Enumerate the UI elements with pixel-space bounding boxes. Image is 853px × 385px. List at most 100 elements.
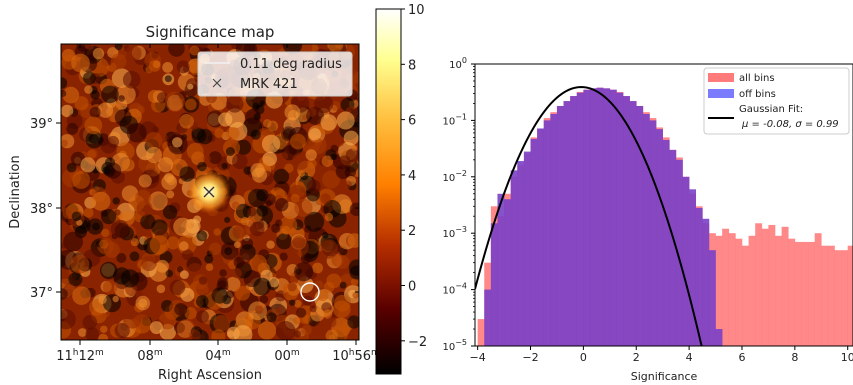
map-title: Significance map xyxy=(146,23,275,41)
histogram-xtick-label: 0 xyxy=(580,351,587,364)
map-noise-blob xyxy=(294,262,314,282)
map-noise-blob xyxy=(291,152,310,170)
map-noise-blob xyxy=(350,278,359,286)
map-noise-blob xyxy=(335,164,351,179)
histogram-ytick-label: 10−1 xyxy=(442,112,467,127)
map-noise-blob xyxy=(231,268,242,279)
map-noise-blob xyxy=(307,107,317,117)
map-noise-blob xyxy=(162,62,174,73)
map-ylabel: Declination xyxy=(8,155,23,229)
map-noise-blob xyxy=(138,174,152,188)
map-noise-blob xyxy=(263,119,272,128)
all-bins-bar xyxy=(768,224,776,346)
map-noise-blob xyxy=(140,310,151,321)
off-bins-bar xyxy=(563,101,571,346)
off-bins-bars xyxy=(484,87,723,346)
map-noise-blob xyxy=(157,157,174,173)
map-noise-blob xyxy=(314,321,329,336)
map-noise-blob xyxy=(61,309,76,330)
off-bins-bar xyxy=(689,189,697,346)
map-noise-blob xyxy=(145,146,162,164)
map-noise-blob xyxy=(288,110,299,121)
map-noise-blob xyxy=(161,174,178,191)
map-noise-blob xyxy=(85,131,103,149)
map-noise-blob xyxy=(198,276,208,285)
all-bins-bar xyxy=(722,228,730,346)
map-noise-blob xyxy=(176,60,190,74)
map-noise-blob xyxy=(107,135,119,148)
map-noise-blob xyxy=(189,329,201,340)
map-noise-blob xyxy=(345,148,359,162)
colorbar-tick-label: 4 xyxy=(408,169,416,184)
colorbar: −2 0 2 4 6 8 10 xyxy=(375,3,427,375)
map-noise-blob xyxy=(114,323,130,339)
off-bins-bar xyxy=(589,88,597,346)
map-noise-blob xyxy=(141,255,157,272)
map-noise-blob xyxy=(71,53,90,73)
map-noise-blob xyxy=(72,286,91,306)
all-bins-bar xyxy=(761,228,769,346)
map-noise-blob xyxy=(250,129,261,140)
map-noise-blob xyxy=(158,312,177,330)
map-noise-blob xyxy=(224,247,233,256)
all-bins-bar xyxy=(834,250,842,346)
map-noise-blob xyxy=(264,193,276,206)
all-bins-bar xyxy=(715,235,723,346)
map-noise-blob xyxy=(203,154,212,163)
map-noise-blob xyxy=(308,128,322,141)
map-noise-blob xyxy=(347,233,359,248)
map-noise-blob xyxy=(351,144,358,151)
map-ytick-39: 39° xyxy=(30,117,53,132)
map-noise-blob xyxy=(140,214,156,230)
map-noise-blob xyxy=(330,144,339,153)
legend-swatch-all-bins xyxy=(708,73,734,82)
map-noise-blob xyxy=(322,170,341,189)
map-noise-blob xyxy=(61,139,68,147)
map-noise-blob xyxy=(125,45,142,62)
all-bins-bar xyxy=(781,226,789,346)
map-noise-blob xyxy=(226,126,240,141)
map-noise-blob xyxy=(61,288,68,300)
map-noise-blob xyxy=(250,163,265,178)
map-noise-blob xyxy=(196,295,209,308)
map-noise-blob xyxy=(149,235,169,255)
map-noise-blob xyxy=(68,272,83,287)
off-bins-bar xyxy=(603,88,611,346)
map-noise-blob xyxy=(214,128,225,139)
off-bins-bar xyxy=(636,106,644,346)
off-bins-bar xyxy=(642,113,650,346)
map-xtick-00: 00m xyxy=(274,348,299,364)
map-noise-blob xyxy=(321,155,333,167)
map-noise-blob xyxy=(292,316,301,325)
map-noise-blob xyxy=(118,95,125,102)
map-noise-blob xyxy=(226,95,244,113)
off-bins-bar xyxy=(530,138,538,346)
off-bins-bar xyxy=(715,329,723,346)
map-noise-blob xyxy=(173,217,192,236)
map-noise-blob xyxy=(336,139,344,147)
map-noise-blob xyxy=(164,75,172,83)
map-noise-blob xyxy=(245,108,261,125)
map-noise-blob xyxy=(189,112,208,131)
map-noise-blob xyxy=(256,205,269,217)
map-noise-blob xyxy=(84,116,103,135)
map-noise-blob xyxy=(312,262,323,274)
map-noise-blob xyxy=(71,211,82,222)
histogram-ytick-label: 10−4 xyxy=(442,282,467,297)
histogram-legend-off-bins: off bins xyxy=(739,89,776,100)
map-xtick-04: 04m xyxy=(205,348,230,364)
histogram-xtick-label: −2 xyxy=(522,351,538,364)
map-noise-blob xyxy=(101,85,119,104)
map-noise-blob xyxy=(70,254,90,274)
map-noise-blob xyxy=(80,157,96,173)
map-noise-blob xyxy=(114,209,121,216)
off-bins-bar xyxy=(550,113,558,346)
map-noise-blob xyxy=(204,254,214,264)
all-bins-bar xyxy=(748,235,756,346)
off-bins-bar xyxy=(510,170,518,346)
map-noise-blob xyxy=(309,305,317,313)
map-noise-blob xyxy=(347,315,359,329)
map-noise-blob xyxy=(257,321,277,340)
map-noise-blob xyxy=(306,179,321,194)
